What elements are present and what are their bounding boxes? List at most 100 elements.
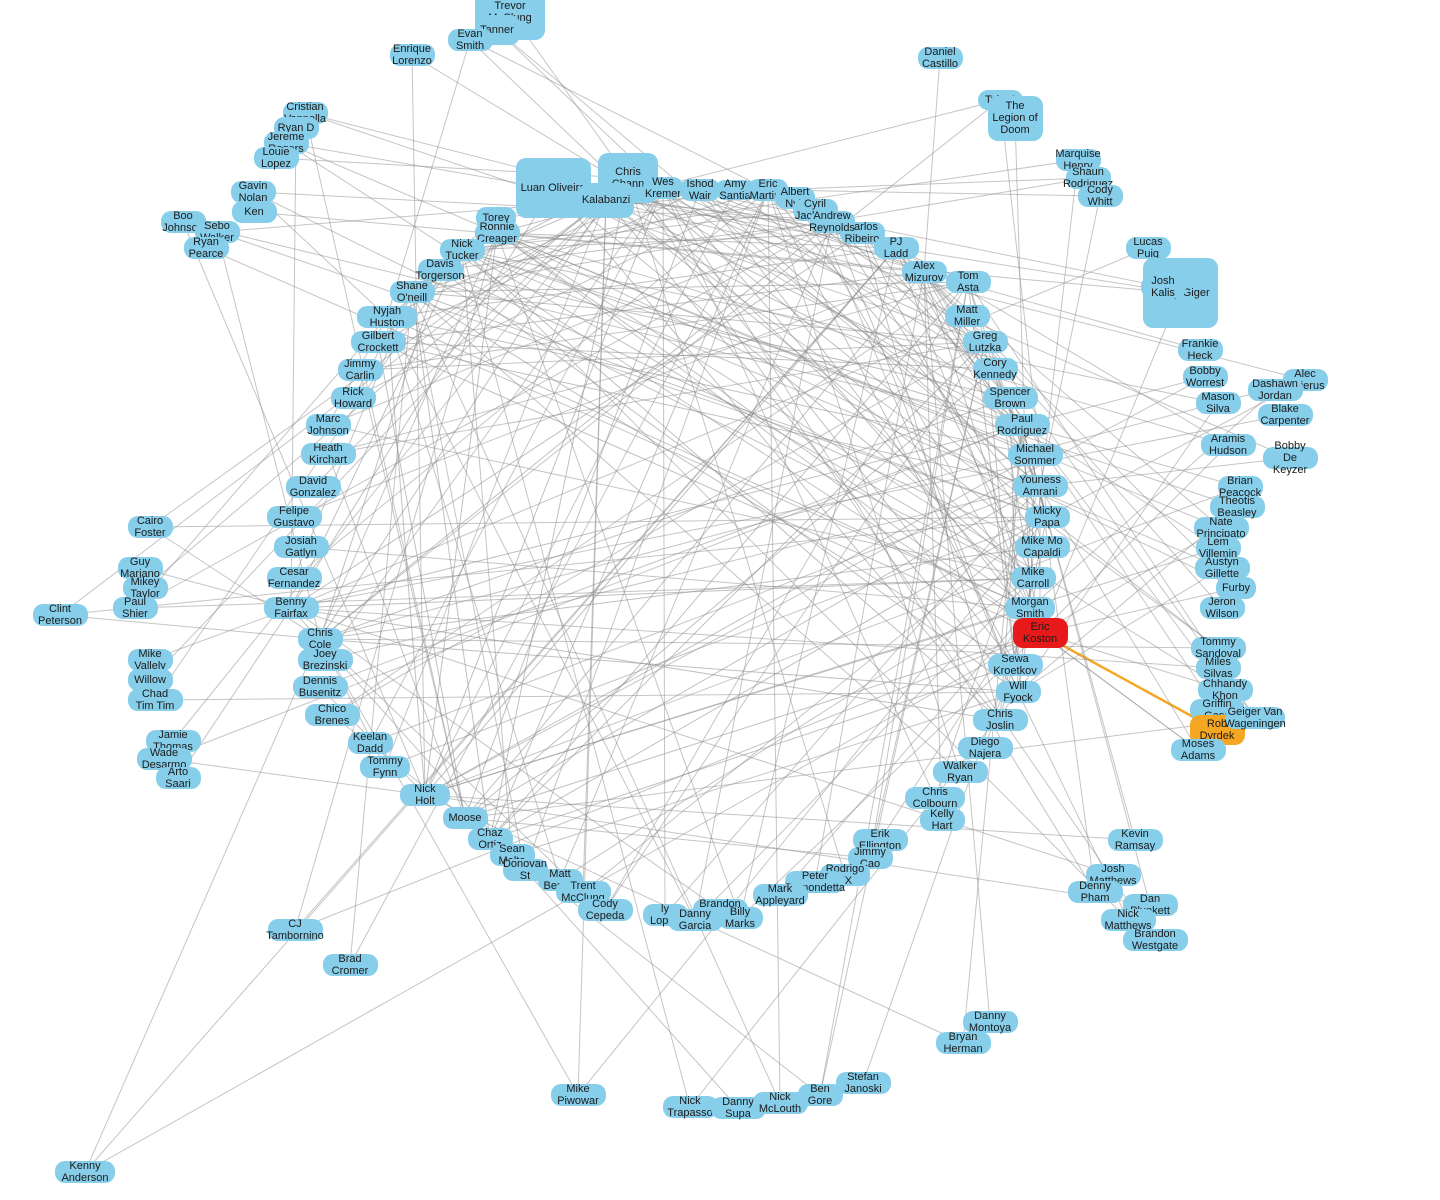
node-arto-saari[interactable]: Arto Saari (156, 767, 201, 789)
node-nick-holt[interactable]: Nick Holt (400, 784, 450, 806)
node-shane-o-neill[interactable]: Shane O'neill (390, 281, 435, 303)
node-nate-principato[interactable]: Nate Principato (1194, 517, 1249, 539)
node-josh-kalis[interactable]: Josh Kalis (1141, 276, 1186, 298)
node-stefan-janoski[interactable]: Stefan Janoski (836, 1072, 891, 1094)
node-ken[interactable]: Ken (232, 201, 277, 223)
node-josiah-gatlyn[interactable]: Josiah Gatlyn (274, 536, 329, 558)
node-matt-miller[interactable]: Matt Miller (945, 305, 990, 327)
node-moses-adams[interactable]: Moses Adams (1171, 739, 1226, 761)
node-tommy-fynn[interactable]: Tommy Fynn (360, 756, 410, 778)
node-gilbert-crockett[interactable]: Gilbert Crockett (351, 331, 406, 353)
node-sewa-kroetkov[interactable]: Sewa Kroetkov (988, 654, 1043, 676)
node-chris-cole[interactable]: Chris Cole (298, 628, 343, 650)
node-lucas-puig[interactable]: Lucas Puig (1126, 237, 1171, 259)
node-chris-colbourn[interactable]: Chris Colbourn (905, 787, 965, 809)
node-david-gonzalez[interactable]: David Gonzalez (286, 476, 341, 498)
node-cesar-fernandez[interactable]: Cesar Fernandez (267, 567, 322, 589)
node-mike-mo-capaldi[interactable]: Mike Mo Capaldi (1015, 536, 1070, 558)
node-brandon-westgate[interactable]: Brandon Westgate (1123, 929, 1188, 951)
node-enrique-lorenzo[interactable]: Enrique Lorenzo (390, 44, 435, 66)
node-lem-villemin[interactable]: Lem Villemin (1196, 537, 1241, 559)
node-kevin-ramsay[interactable]: Kevin Ramsay (1108, 829, 1163, 851)
node-kelly-hart[interactable]: Kelly Hart (920, 809, 965, 831)
node-youness-amrani[interactable]: Youness Amrani (1013, 475, 1068, 497)
node-tommy-sandoval[interactable]: Tommy Sandoval (1191, 637, 1246, 659)
node-micky-papa[interactable]: Micky Papa (1025, 506, 1070, 528)
node-keelan-dadd[interactable]: Keelan Dadd (348, 732, 393, 754)
node-nick-tucker[interactable]: Nick Tucker (440, 239, 485, 261)
node-cairo-foster[interactable]: Cairo Foster (128, 516, 173, 538)
node-chad-tim-tim[interactable]: Chad Tim Tim (128, 689, 183, 711)
node-will-fyock[interactable]: Will Fyock (996, 681, 1041, 703)
node-clint-peterson[interactable]: Clint Peterson (33, 604, 88, 626)
node-geiger-van-wageningen[interactable]: Geiger Van Wageningen (1225, 707, 1285, 729)
node-felipe-gustavo[interactable]: Felipe Gustavo (267, 506, 322, 528)
node-cody-cepeda[interactable]: Cody Cepeda (578, 899, 633, 921)
node-theotis-beasley[interactable]: Theotis Beasley (1210, 496, 1265, 518)
node-ryan-pearce[interactable]: Ryan Pearce (184, 237, 229, 259)
node-michael-sommer[interactable]: Michael Sommer (1008, 444, 1063, 466)
node-mark-appleyard[interactable]: Mark Appleyard (753, 884, 808, 906)
node-andrew-reynolds[interactable]: Andrew Reynolds (810, 211, 855, 233)
node-daniel-castillo[interactable]: Daniel Castillo (918, 47, 963, 69)
node-bobby-worrest[interactable]: Bobby Worrest (1183, 366, 1228, 388)
node-blake-carpenter[interactable]: Blake Carpenter (1258, 404, 1313, 426)
node-brad-cromer[interactable]: Brad Cromer (323, 954, 378, 976)
node-rick-howard[interactable]: Rick Howard (331, 387, 376, 409)
node-spencer-brown[interactable]: Spencer Brown (983, 387, 1038, 409)
node-gavin-nolan[interactable]: Gavin Nolan (231, 181, 276, 203)
node-chhandy-khon[interactable]: Chhandy Khon (1198, 679, 1253, 701)
node-mike-carroll[interactable]: Mike Carroll (1011, 567, 1056, 589)
node-jimmy-carlin[interactable]: Jimmy Carlin (338, 359, 383, 381)
node-chico-brenes[interactable]: Chico Brenes (305, 704, 360, 726)
node-kalabanzi[interactable]: Kalabanzi (579, 183, 634, 218)
node-diego-najera[interactable]: Diego Najera (958, 737, 1013, 759)
node-alex-mizurov[interactable]: Alex Mizurov (902, 261, 947, 283)
node-bryan-herman[interactable]: Bryan Herman (936, 1032, 991, 1054)
node-morgan-smith[interactable]: Morgan Smith (1005, 597, 1055, 619)
node-nick-trapasso[interactable]: Nick Trapasso (663, 1096, 718, 1118)
node-eric-koston[interactable]: Eric Koston (1013, 618, 1068, 648)
node-cj-tambornino[interactable]: CJ Tambornino (268, 919, 323, 941)
node-miles-silvas[interactable]: Miles Silvas (1196, 657, 1241, 679)
node-pj-ladd[interactable]: PJ Ladd (874, 237, 919, 259)
node-frankie-heck[interactable]: Frankie Heck (1178, 339, 1223, 361)
node-bobby-de-keyzer[interactable]: Bobby De Keyzer (1263, 447, 1318, 469)
node-moose[interactable]: Moose (443, 807, 488, 829)
node-brian-peacock[interactable]: Brian Peacock (1218, 476, 1263, 498)
node-marc-johnson[interactable]: Marc Johnson (306, 414, 351, 436)
node-furby[interactable]: Furby (1216, 577, 1256, 599)
node-heath-kirchart[interactable]: Heath Kirchart (301, 443, 356, 465)
node-nick-mclouth[interactable]: Nick McLouth (753, 1092, 808, 1114)
node-austyn-gillette[interactable]: Austyn Gillette (1195, 557, 1250, 579)
node-dashawn-jordan[interactable]: Dashawn Jordan (1248, 379, 1303, 401)
node-jeron-wilson[interactable]: Jeron Wilson (1200, 597, 1245, 619)
node-evan-smith[interactable]: Evan Smith (448, 29, 493, 51)
node-walker-ryan[interactable]: Walker Ryan (933, 761, 988, 783)
node-billy-marks[interactable]: Billy Marks (718, 907, 763, 929)
node-paul-rodriguez[interactable]: Paul Rodriguez (995, 414, 1050, 436)
node-denny-pham[interactable]: Denny Pham (1068, 881, 1123, 903)
node-aramis-hudson[interactable]: Aramis Hudson (1201, 434, 1256, 456)
node-nick-matthews[interactable]: Nick Matthews (1101, 909, 1156, 931)
node-cory-kennedy[interactable]: Cory Kennedy (973, 358, 1018, 380)
node-the-legion-of-doom[interactable]: The Legion of Doom (988, 96, 1043, 141)
node-paul-shier[interactable]: Paul Shier (113, 597, 158, 619)
node-wes-kremer[interactable]: Wes Kremer (643, 177, 683, 199)
node-ishod-wair[interactable]: Ishod Wair (680, 179, 720, 201)
node-dennis-busenitz[interactable]: Dennis Busenitz (293, 676, 348, 698)
node-davis-torgerson[interactable]: Davis Torgerson (418, 259, 463, 281)
node-louie-lopez[interactable]: Louie Lopez (254, 147, 299, 169)
node-greg-lutzka[interactable]: Greg Lutzka (963, 331, 1008, 353)
node-tom-asta[interactable]: Tom Asta (946, 271, 991, 293)
node-cody-whitt[interactable]: Cody Whitt (1078, 185, 1123, 207)
node-nyjah-huston[interactable]: Nyjah Huston (357, 306, 417, 328)
node-chris-joslin[interactable]: Chris Joslin (973, 709, 1028, 731)
node-mike-piwowar[interactable]: Mike Piwowar (551, 1084, 606, 1106)
node-mason-silva[interactable]: Mason Silva (1196, 392, 1241, 414)
node-danny-montoya[interactable]: Danny Montoya (963, 1011, 1018, 1033)
node-joey-brezinski[interactable]: Joey Brezinski (298, 649, 353, 671)
node-kenny-anderson[interactable]: Kenny Anderson (55, 1161, 115, 1183)
node-guy-mariano[interactable]: Guy Mariano (118, 557, 163, 579)
node-mikey-taylor[interactable]: Mikey Taylor (123, 577, 168, 599)
